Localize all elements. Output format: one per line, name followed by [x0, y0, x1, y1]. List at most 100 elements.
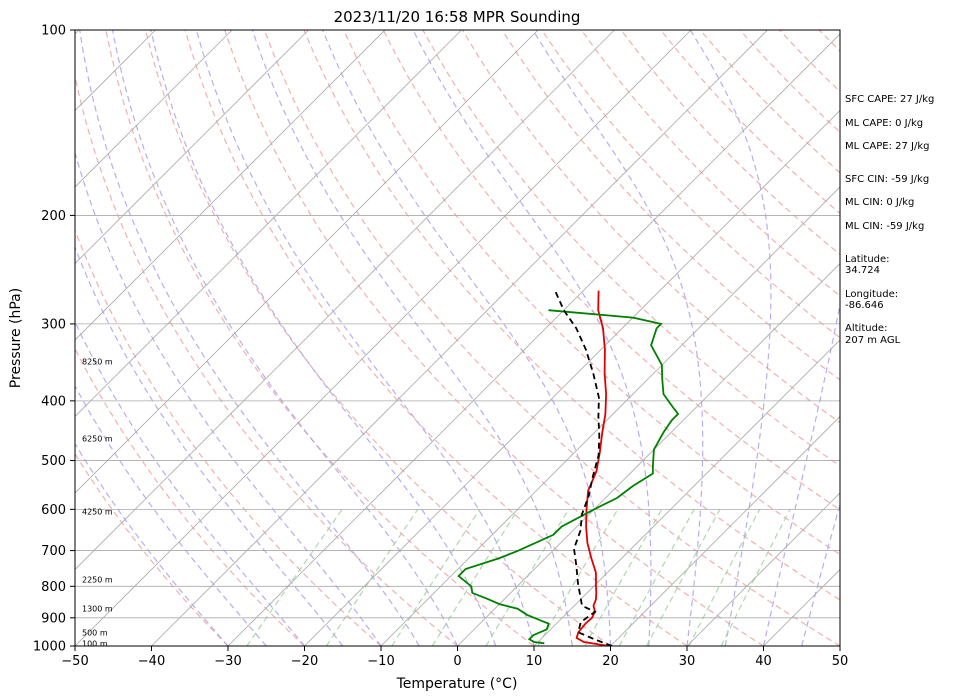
moist-adiabat-line — [412, 30, 652, 646]
dry-adiabat-line — [580, 30, 840, 297]
mixing-ratio-line — [584, 509, 663, 646]
x-tick-label: −10 — [367, 654, 394, 669]
moist-adiabat-line — [251, 30, 573, 646]
mixing-ratio-line — [325, 508, 419, 646]
x-tick-label: −40 — [138, 654, 165, 669]
parcel-path-line — [554, 291, 613, 646]
y-tick-label: 300 — [41, 317, 66, 332]
dry-adiabat-line — [343, 30, 840, 556]
isotherm-line — [75, 30, 615, 571]
moist-adiabat-line — [75, 150, 382, 646]
dry-adiabat-line — [422, 30, 840, 467]
dry-adiabat-line — [75, 74, 458, 646]
isotherm-line — [610, 415, 840, 646]
moist-adiabat-line — [75, 245, 344, 646]
moist-adiabat-line — [532, 30, 704, 646]
moist-adiabat-line — [79, 30, 420, 646]
x-tick-label: −30 — [214, 654, 241, 669]
x-tick-label: −50 — [61, 654, 88, 669]
y-tick-label: 900 — [41, 611, 66, 626]
isotherm-line — [151, 30, 768, 646]
ml-cin-text: ML CIN: 0 J/kg — [845, 197, 914, 208]
longitude-label: Longitude: — [845, 289, 898, 300]
dry-adiabat-line — [105, 30, 535, 646]
x-tick-label: 0 — [453, 654, 461, 669]
dry-adiabat-line — [303, 30, 840, 601]
x-tick-label: 20 — [602, 654, 619, 669]
moist-adiabat-line — [689, 30, 772, 646]
mixing-ratio-line — [246, 508, 343, 646]
isotherm-line — [75, 30, 233, 188]
ml-cape-text: ML CAPE: 27 J/kg — [845, 141, 929, 152]
y-tick-label: 200 — [41, 209, 66, 224]
isotherm-line — [304, 109, 840, 646]
y-axis-title: Pressure (hPa) — [8, 288, 24, 388]
sfc-cin-text: SFC CIN: -59 J/kg — [845, 174, 929, 185]
mixing-ratio-line — [431, 508, 519, 646]
height-label: 2250 m — [82, 576, 113, 585]
y-tick-label: 800 — [41, 580, 66, 595]
dry-adiabat-line — [75, 452, 229, 646]
y-tick-label: 1000 — [33, 640, 66, 655]
chart-title: 2023/11/20 16:58 MPR Sounding — [334, 8, 581, 26]
y-tick-label: 700 — [41, 544, 66, 559]
isotherm-line — [227, 33, 840, 646]
isotherm-line — [0, 30, 3, 646]
dry-adiabat-line — [263, 30, 840, 646]
dry-adiabat-line — [184, 30, 688, 646]
sounding-annotations: SFC CAPE: 27 J/kg ML CAPE: 0 J/kg ML CAP… — [845, 94, 934, 346]
dry-adiabat-line — [75, 228, 382, 646]
plot-frame — [74, 29, 841, 647]
moist-adiabat-line — [150, 30, 497, 646]
altitude-value: 207 m AGL — [845, 335, 901, 346]
isotherm-line — [75, 30, 462, 418]
ml-cape-text: ML CAPE: 0 J/kg — [845, 118, 923, 129]
height-label: 8250 m — [82, 357, 113, 366]
x-tick-label: 30 — [679, 654, 696, 669]
x-axis-title: Temperature (°C) — [396, 676, 518, 692]
moist-adiabat-line — [195, 30, 535, 646]
latitude-label: Latitude: — [845, 254, 890, 265]
mixing-ratio-line — [688, 509, 761, 646]
moist-adiabat-line — [112, 30, 459, 646]
altitude-label: Altitude: — [845, 323, 887, 334]
moist-adiabat-line — [75, 384, 267, 646]
ml-cin-text: ML CIN: -59 J/kg — [845, 221, 924, 232]
mixing-ratio-line — [646, 509, 721, 646]
isotherm-line — [380, 186, 840, 646]
dry-adiabat-line — [75, 347, 305, 646]
latitude-value: 34.724 — [845, 265, 880, 276]
dry-adiabat-line — [224, 30, 764, 646]
moist-adiabat-line — [75, 442, 229, 646]
isotherm-line — [75, 30, 386, 341]
x-tick-label: 50 — [832, 654, 849, 669]
y-tick-label: 500 — [41, 454, 66, 469]
height-label: 4250 m — [82, 508, 113, 517]
moist-adiabat-line — [801, 502, 840, 646]
isotherm-line — [533, 339, 840, 646]
height-label: 6250 m — [82, 434, 113, 443]
mixing-ratio-line — [485, 508, 570, 646]
temperature-profile-line — [575, 290, 610, 646]
x-tick-label: 40 — [755, 654, 772, 669]
isotherm-line — [686, 492, 840, 646]
y-tick-label: 400 — [41, 394, 66, 409]
mixing-ratio-line — [720, 509, 791, 646]
moist-adiabat-line — [762, 301, 840, 646]
mixing-ratio-line — [537, 508, 619, 646]
sfc-cape-text: SFC CAPE: 27 J/kg — [845, 94, 934, 105]
height-label: 500 m — [82, 628, 108, 637]
height-label: 100 m — [82, 639, 108, 648]
x-tick-label: −20 — [291, 654, 318, 669]
moist-adiabat-line — [322, 30, 612, 646]
isotherm-line — [75, 30, 539, 494]
dry-adiabat-line — [382, 30, 840, 511]
height-label: 1300 m — [82, 605, 113, 614]
dewpoint-profile-line — [457, 309, 680, 645]
isotherm-line — [457, 262, 840, 646]
x-tick-label: 10 — [526, 654, 543, 669]
y-tick-label: 600 — [41, 503, 66, 518]
y-tick-label: 100 — [41, 24, 66, 39]
isotherm-line — [75, 30, 309, 265]
